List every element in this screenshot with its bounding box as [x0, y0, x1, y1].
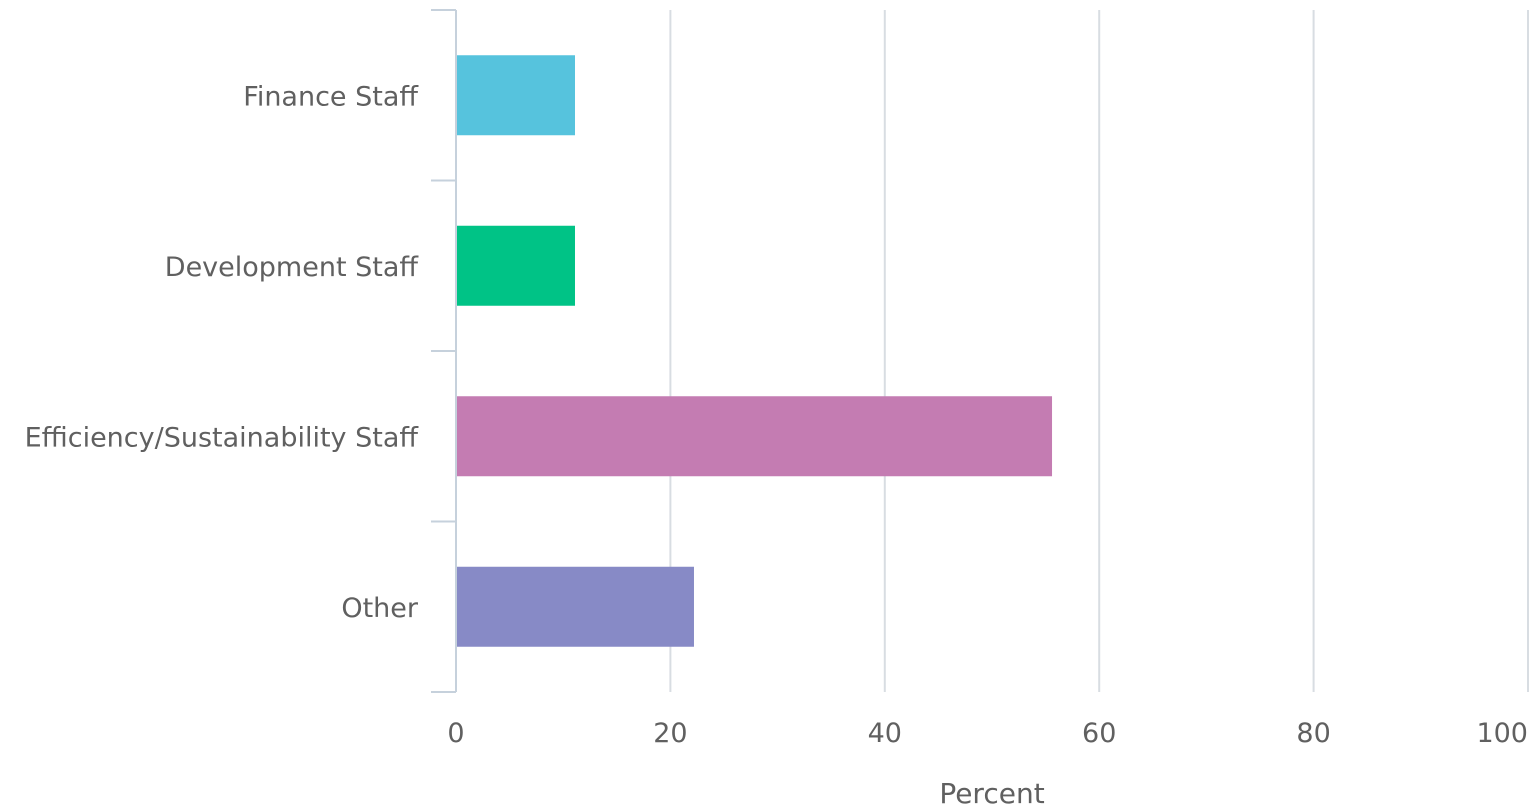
x-tick-label: 20	[653, 718, 687, 749]
category-label: Finance Staff	[243, 81, 419, 112]
x-tick-label: 40	[868, 718, 902, 749]
x-tick-labels: 0 20 40 60 80 100	[447, 718, 1528, 749]
category-labels: Finance Staff Development Staff Efficiency…	[25, 81, 420, 624]
bar	[456, 566, 694, 647]
x-tick-label: 100	[1476, 718, 1528, 749]
x-tick-label: 0	[447, 718, 464, 749]
bar	[456, 225, 575, 306]
grid-lines	[669, 10, 1529, 692]
x-tick-label: 60	[1082, 718, 1116, 749]
x-tick-label: 80	[1296, 718, 1330, 749]
category-label: Efficiency/Sustainability Staff	[25, 422, 420, 453]
category-label: Other	[341, 593, 419, 624]
x-axis-title: Percent	[939, 777, 1044, 808]
category-label: Development Staff	[165, 252, 420, 283]
bar	[456, 55, 575, 136]
bars	[456, 55, 1053, 647]
category-axis	[431, 9, 457, 693]
bar	[456, 396, 1053, 477]
